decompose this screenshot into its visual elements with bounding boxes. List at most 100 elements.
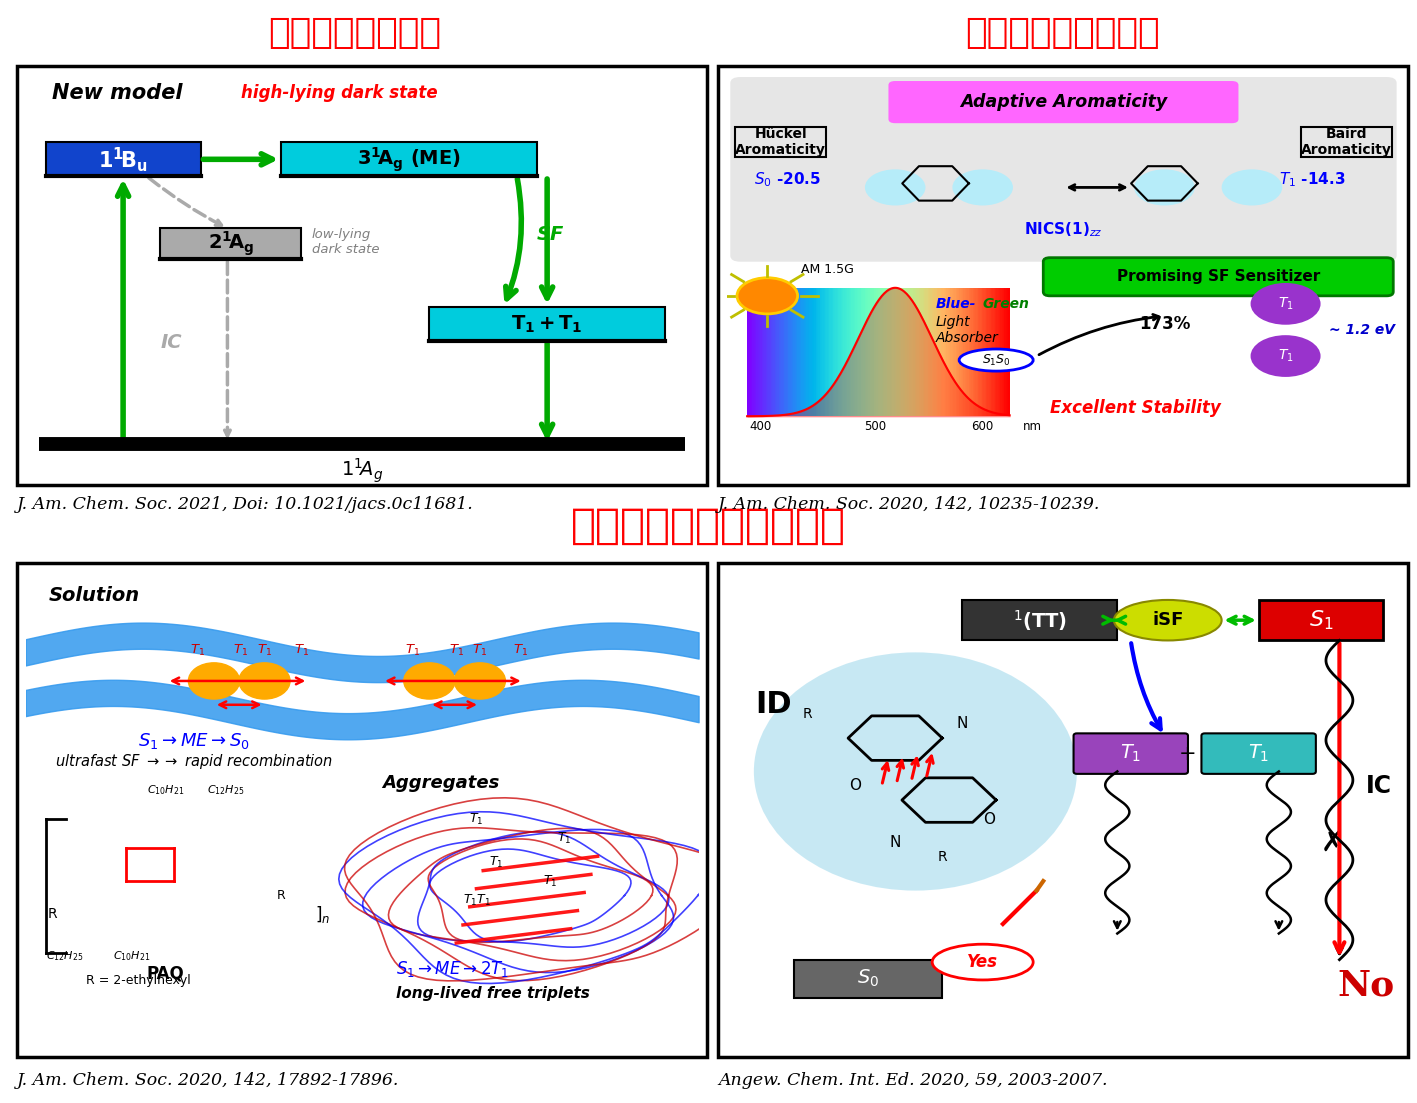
Text: 全新的激子裂分材料体系: 全新的激子裂分材料体系 bbox=[571, 505, 846, 547]
Text: R: R bbox=[48, 908, 57, 921]
Text: $C_{12}H_{25}$: $C_{12}H_{25}$ bbox=[45, 950, 84, 964]
FancyBboxPatch shape bbox=[429, 307, 665, 341]
Text: $T_1$: $T_1$ bbox=[190, 642, 204, 657]
Circle shape bbox=[188, 663, 239, 699]
Ellipse shape bbox=[959, 349, 1033, 371]
FancyBboxPatch shape bbox=[45, 142, 201, 176]
Text: O: O bbox=[983, 812, 995, 826]
Text: 全新的材料设计策略: 全新的材料设计策略 bbox=[965, 17, 1161, 50]
Text: $T_1$ -14.3: $T_1$ -14.3 bbox=[1280, 170, 1345, 189]
Text: Yes: Yes bbox=[968, 953, 998, 971]
Text: $T_1$: $T_1$ bbox=[293, 642, 309, 657]
FancyBboxPatch shape bbox=[730, 77, 1397, 261]
Text: Green: Green bbox=[983, 297, 1030, 311]
Text: $T_1$: $T_1$ bbox=[489, 855, 504, 869]
Text: nm: nm bbox=[1023, 420, 1041, 433]
Text: New model: New model bbox=[52, 83, 183, 103]
FancyBboxPatch shape bbox=[1043, 258, 1393, 296]
Text: $S_1 \rightarrow ME \rightarrow 2T_1$: $S_1 \rightarrow ME \rightarrow 2T_1$ bbox=[395, 960, 509, 979]
Text: R: R bbox=[803, 707, 812, 721]
FancyBboxPatch shape bbox=[888, 81, 1238, 124]
Text: ]$_n$: ]$_n$ bbox=[315, 904, 330, 925]
Text: Solution: Solution bbox=[50, 586, 140, 604]
Text: J. Am. Chem. Soc. 2020, 142, 10235-10239.: J. Am. Chem. Soc. 2020, 142, 10235-10239… bbox=[718, 495, 1101, 513]
Circle shape bbox=[864, 170, 925, 205]
Text: IC: IC bbox=[1366, 774, 1393, 797]
Text: J. Am. Chem. Soc. 2021, Doi: 10.1021/jacs.0c11681.: J. Am. Chem. Soc. 2021, Doi: 10.1021/jac… bbox=[17, 495, 473, 513]
Text: N: N bbox=[956, 716, 968, 731]
Text: R = 2-ethylhexyl: R = 2-ethylhexyl bbox=[86, 974, 191, 986]
Text: $\mathbf{2^1\!A_g}$: $\mathbf{2^1\!A_g}$ bbox=[207, 229, 254, 258]
Text: $1^1\!A_g$: $1^1\!A_g$ bbox=[341, 457, 383, 484]
Circle shape bbox=[1134, 170, 1195, 205]
Text: $T_1$: $T_1$ bbox=[256, 642, 272, 657]
Text: $T_1$: $T_1$ bbox=[405, 642, 419, 657]
Circle shape bbox=[404, 663, 455, 699]
Text: Blue-: Blue- bbox=[935, 297, 976, 311]
Text: $T_1$: $T_1$ bbox=[1278, 347, 1294, 364]
Text: $C_{10}H_{21}$: $C_{10}H_{21}$ bbox=[113, 950, 150, 964]
Circle shape bbox=[1251, 283, 1321, 324]
Text: $S_1S_0$: $S_1S_0$ bbox=[982, 353, 1010, 367]
Text: $T_1$: $T_1$ bbox=[543, 874, 558, 889]
Text: Absorber: Absorber bbox=[935, 331, 999, 345]
Text: Angew. Chem. Int. Ed. 2020, 59, 2003-2007.: Angew. Chem. Int. Ed. 2020, 59, 2003-200… bbox=[718, 1072, 1108, 1090]
Text: IC: IC bbox=[160, 333, 181, 352]
Circle shape bbox=[952, 170, 1013, 205]
Circle shape bbox=[737, 278, 798, 314]
Text: $S_1$: $S_1$ bbox=[1309, 609, 1333, 632]
Text: ultrafast SF $\rightarrow \rightarrow$ rapid recombination: ultrafast SF $\rightarrow \rightarrow$ r… bbox=[55, 752, 333, 771]
Circle shape bbox=[1221, 170, 1282, 205]
Text: ✗: ✗ bbox=[1321, 829, 1345, 857]
Text: R: R bbox=[938, 850, 947, 865]
Text: NICS(1)$_{zz}$: NICS(1)$_{zz}$ bbox=[1024, 221, 1102, 239]
FancyBboxPatch shape bbox=[282, 142, 537, 176]
Text: $T_1$: $T_1$ bbox=[1278, 296, 1294, 312]
Text: Promising SF Sensitizer: Promising SF Sensitizer bbox=[1117, 269, 1319, 285]
Text: Aggregates: Aggregates bbox=[383, 774, 500, 792]
Text: SF: SF bbox=[537, 225, 564, 244]
Text: $T_1$: $T_1$ bbox=[1119, 743, 1142, 764]
Text: iSF: iSF bbox=[1152, 611, 1183, 629]
Text: $S_0$ -20.5: $S_0$ -20.5 bbox=[754, 170, 820, 189]
Text: $T_1$: $T_1$ bbox=[1248, 743, 1270, 764]
Text: 全新的光物理机制: 全新的光物理机制 bbox=[268, 17, 441, 50]
FancyBboxPatch shape bbox=[1074, 733, 1187, 774]
Text: $T_1$: $T_1$ bbox=[557, 831, 571, 846]
Circle shape bbox=[455, 663, 506, 699]
Text: 173%: 173% bbox=[1139, 315, 1190, 333]
Text: J. Am. Chem. Soc. 2020, 142, 17892-17896.: J. Am. Chem. Soc. 2020, 142, 17892-17896… bbox=[17, 1072, 400, 1090]
Text: Hückel
Aromaticity: Hückel Aromaticity bbox=[735, 127, 826, 158]
Text: 600: 600 bbox=[972, 420, 993, 433]
Text: $\mathbf{3^1\!A_g}$ (ME): $\mathbf{3^1\!A_g}$ (ME) bbox=[357, 146, 461, 173]
FancyBboxPatch shape bbox=[795, 960, 942, 998]
Text: $T_1T_1$: $T_1T_1$ bbox=[462, 892, 490, 908]
Text: $T_1$: $T_1$ bbox=[513, 642, 527, 657]
Text: Excellent Stability: Excellent Stability bbox=[1050, 399, 1221, 417]
Text: $T_1$: $T_1$ bbox=[472, 642, 487, 657]
Ellipse shape bbox=[1114, 600, 1221, 641]
FancyBboxPatch shape bbox=[1202, 733, 1316, 774]
FancyBboxPatch shape bbox=[1258, 600, 1383, 641]
Text: $T_1$: $T_1$ bbox=[449, 642, 463, 657]
Ellipse shape bbox=[754, 652, 1077, 890]
Text: 500: 500 bbox=[864, 420, 886, 433]
Circle shape bbox=[1251, 335, 1321, 377]
Text: $T_1$: $T_1$ bbox=[234, 642, 248, 657]
Text: R: R bbox=[276, 889, 286, 902]
Text: $S_0$: $S_0$ bbox=[857, 968, 880, 989]
Text: ~ 1.2 eV: ~ 1.2 eV bbox=[1329, 323, 1396, 336]
Circle shape bbox=[239, 663, 290, 699]
Text: Adaptive Aromaticity: Adaptive Aromaticity bbox=[959, 94, 1168, 111]
FancyBboxPatch shape bbox=[962, 600, 1118, 641]
Text: PAQ: PAQ bbox=[147, 965, 184, 983]
Text: AM 1.5G: AM 1.5G bbox=[801, 264, 854, 276]
Text: high-lying dark state: high-lying dark state bbox=[241, 84, 438, 103]
Text: ID: ID bbox=[755, 690, 792, 719]
Text: long-lived free triplets: long-lived free triplets bbox=[395, 986, 589, 1000]
Text: +: + bbox=[1179, 743, 1197, 763]
Text: low-lying
dark state: low-lying dark state bbox=[312, 227, 380, 256]
Text: $\mathbf{1^1\!B_u}$: $\mathbf{1^1\!B_u}$ bbox=[98, 144, 147, 173]
Text: $C_{10}H_{21}$: $C_{10}H_{21}$ bbox=[147, 783, 184, 796]
Text: Light: Light bbox=[935, 315, 971, 329]
